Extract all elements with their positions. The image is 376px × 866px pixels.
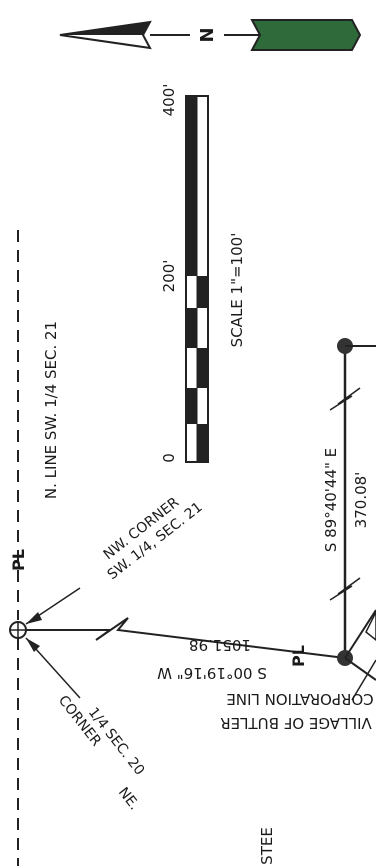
- ne-corner-leader: [25, 637, 81, 699]
- north-arrow-feather-icon: [250, 19, 362, 51]
- north-letter: N: [197, 27, 218, 42]
- ne-corner-label-line1: NE.: [115, 785, 142, 814]
- north-arrow-dart-fill-icon: [60, 22, 150, 35]
- bearing-left-distance: 1051.98: [189, 636, 251, 654]
- corporation-label-line2: CORPORATION LINE: [226, 690, 373, 708]
- scale-bar: 0 200' 400' SCALE 1"=100': [160, 84, 246, 463]
- property-line-symbol-top: PL: [9, 549, 28, 571]
- boundary-line-right: [329, 338, 376, 701]
- property-line-symbol-right: PL: [289, 645, 308, 667]
- nw-corner-monument: [9, 621, 27, 639]
- bearing-left-bearing: S 00°19'16" W: [157, 664, 267, 682]
- corporation-label-line1: VILLAGE OF BUTLER: [220, 714, 372, 732]
- north-arrow: N: [59, 19, 362, 51]
- nw-corner-leader: [25, 587, 81, 625]
- bearing-right-bearing: S 89°40'44" E: [322, 448, 340, 552]
- section-line-label: N. LINE SW. 1/4 SEC. 21: [42, 321, 60, 499]
- scale-tick-200: 200': [160, 260, 178, 293]
- bearing-right-distance: 370.08': [352, 472, 370, 529]
- boundary-line-top: PL: [26, 617, 346, 667]
- partial-text: STEE: [258, 827, 276, 865]
- section-line: N. LINE SW. 1/4 SEC. 21 PL: [9, 230, 60, 866]
- scale-caption: SCALE 1"=100': [228, 233, 246, 348]
- scale-tick-400: 400': [160, 84, 178, 117]
- scale-tick-0: 0: [160, 453, 178, 463]
